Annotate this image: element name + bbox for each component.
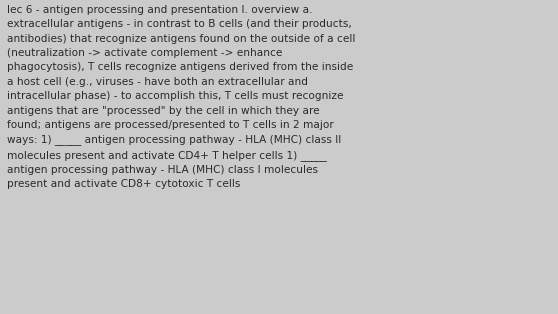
- Text: lec 6 - antigen processing and presentation I. overview a.
extracellular antigen: lec 6 - antigen processing and presentat…: [7, 5, 355, 189]
